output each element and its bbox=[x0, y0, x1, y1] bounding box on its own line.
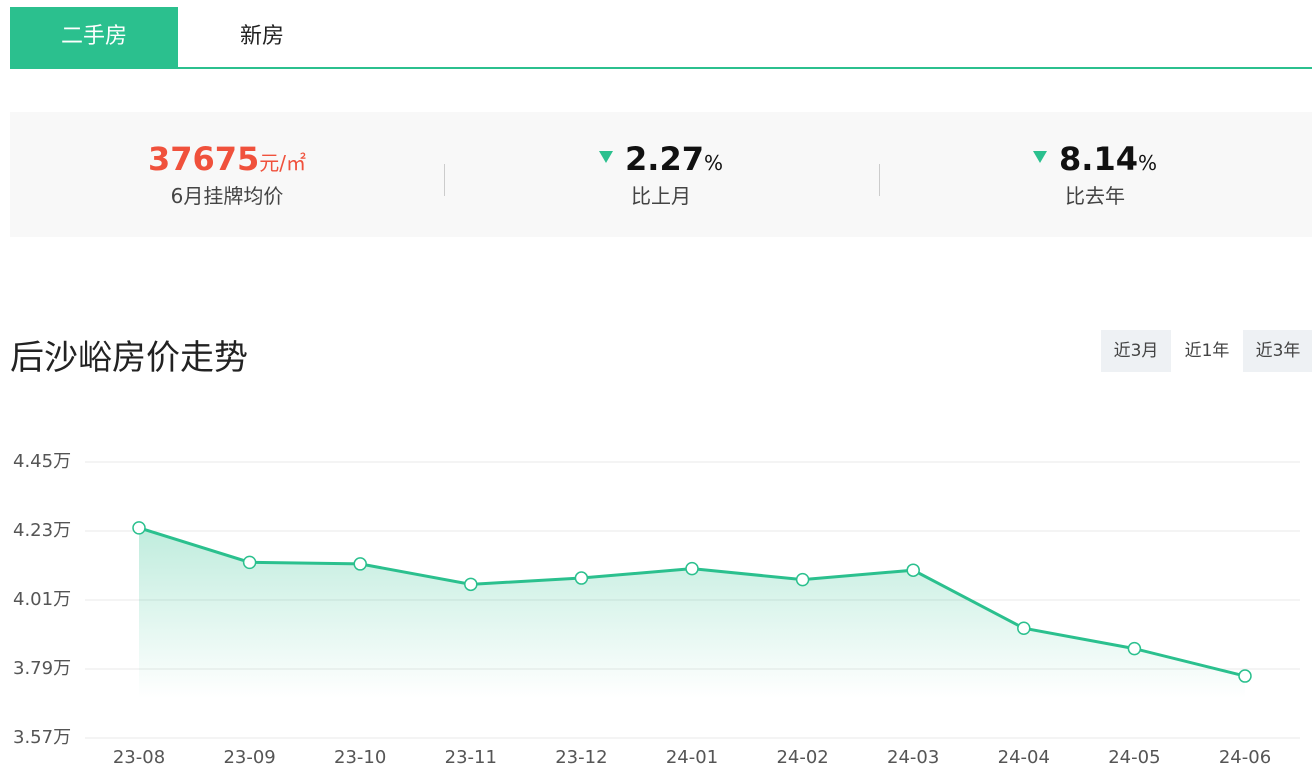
stat-value-row: 37675元/㎡ bbox=[10, 140, 444, 178]
stat-unit: 元/㎡ bbox=[259, 151, 307, 175]
range-button[interactable]: 近3月 bbox=[1101, 330, 1171, 372]
y-tick-label: 3.79万 bbox=[13, 658, 71, 679]
y-tick-label: 4.45万 bbox=[13, 451, 71, 472]
point bbox=[795, 572, 810, 587]
stat-value: 37675 bbox=[147, 140, 260, 178]
tab-bar: 二手房 新房 bbox=[10, 7, 1312, 69]
x-tick-label: 24-02 bbox=[776, 747, 828, 768]
y-tick-label: 4.23万 bbox=[13, 520, 71, 541]
x-tick-label: 24-06 bbox=[1219, 747, 1271, 768]
area-fill bbox=[139, 527, 1245, 698]
down-arrow bbox=[599, 151, 614, 163]
x-tick-label: 23-10 bbox=[334, 747, 386, 768]
range-switch: 近3月 近1年 近3年 bbox=[1101, 330, 1312, 372]
x-tick-label: 24-05 bbox=[1108, 747, 1160, 768]
stat-value: 8.14 bbox=[1059, 140, 1138, 178]
x-tick-label: 23-11 bbox=[445, 747, 497, 768]
y-tick-label: 3.57万 bbox=[13, 727, 71, 748]
point bbox=[906, 563, 920, 577]
down-arrow bbox=[1033, 151, 1048, 163]
stat: 37675元/㎡ 6月挂牌均价 bbox=[10, 112, 444, 237]
stat-label: 6月挂牌均价 bbox=[170, 184, 284, 208]
stat: 2.27% 比上月 bbox=[444, 112, 878, 237]
chart-title: 后沙峪房价走势 bbox=[10, 338, 248, 378]
x-tick-label: 24-01 bbox=[666, 747, 718, 768]
stat-label: 比去年 bbox=[1065, 184, 1125, 208]
stat-value-row: 2.27% bbox=[444, 140, 878, 178]
range-button[interactable]: 近1年 bbox=[1172, 330, 1242, 372]
point bbox=[132, 521, 146, 535]
point bbox=[574, 571, 589, 585]
tab[interactable]: 二手房 bbox=[10, 7, 178, 67]
stat-value-row: 8.14% bbox=[878, 140, 1312, 178]
chart: 3.57万 3.79万 4.01万 4.23万 4.45万 23-08 23-09 23-10… bbox=[13, 451, 1300, 768]
divider bbox=[879, 164, 880, 196]
point bbox=[1127, 641, 1142, 656]
point bbox=[1017, 621, 1031, 635]
x-tick-label: 23-08 bbox=[113, 747, 165, 768]
stat: 8.14% 比去年 bbox=[878, 112, 1312, 237]
point bbox=[1238, 669, 1252, 683]
x-tick-label: 24-03 bbox=[887, 747, 939, 768]
stat-value: 2.27 bbox=[625, 140, 704, 178]
x-tick-label: 23-12 bbox=[555, 747, 607, 768]
y-tick-label: 4.01万 bbox=[13, 589, 71, 610]
stats-panel: 37675元/㎡ 6月挂牌均价 2.27% 比上月 8.14% 比去年 bbox=[10, 112, 1312, 237]
stat-label: 比上月 bbox=[631, 184, 691, 208]
tab[interactable]: 新房 bbox=[239, 24, 284, 49]
stat-unit: % bbox=[1137, 151, 1157, 175]
divider bbox=[444, 164, 445, 196]
point bbox=[353, 557, 367, 571]
point bbox=[464, 577, 478, 592]
point bbox=[242, 555, 257, 570]
range-button[interactable]: 近3年 bbox=[1243, 330, 1312, 372]
x-tick-label: 24-04 bbox=[998, 747, 1050, 768]
point bbox=[685, 561, 699, 576]
x-tick-label: 23-09 bbox=[223, 747, 275, 768]
stat-unit: % bbox=[703, 151, 723, 175]
